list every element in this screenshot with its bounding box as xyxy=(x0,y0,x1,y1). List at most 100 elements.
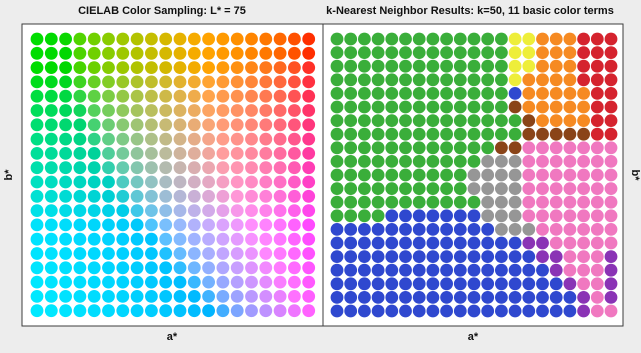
left-dot xyxy=(30,89,44,103)
right-dot xyxy=(440,168,453,182)
left-dot xyxy=(288,32,301,46)
right-dot xyxy=(440,291,453,304)
right-dot xyxy=(399,304,412,318)
left-dot xyxy=(116,232,130,246)
right-dot xyxy=(358,223,371,236)
right-dot xyxy=(371,73,385,87)
left-dot xyxy=(273,75,287,89)
left-dot xyxy=(245,118,258,132)
right-dot xyxy=(344,87,358,100)
left-dot xyxy=(130,161,144,175)
left-dot xyxy=(245,61,258,74)
left-dot xyxy=(202,175,216,189)
left-dot xyxy=(44,104,58,117)
right-dot xyxy=(549,114,563,127)
right-dot xyxy=(563,236,577,250)
left-dot xyxy=(145,46,158,60)
left-dot xyxy=(30,104,44,117)
right-dot xyxy=(358,168,371,182)
left-dot xyxy=(44,89,58,103)
right-dot xyxy=(467,291,481,304)
left-dot xyxy=(230,261,244,275)
right-dot xyxy=(453,277,467,291)
left-dot xyxy=(202,89,216,103)
right-dot xyxy=(330,236,344,250)
left-dot xyxy=(187,275,201,289)
right-dot xyxy=(522,114,536,127)
right-dot xyxy=(330,250,344,263)
right-dot xyxy=(330,100,344,114)
left-dot xyxy=(273,61,287,74)
left-dot xyxy=(102,232,115,246)
right-dot xyxy=(481,223,495,236)
left-dot xyxy=(130,147,144,160)
right-dot xyxy=(536,223,549,236)
right-dot xyxy=(590,114,604,127)
right-dot xyxy=(549,168,563,182)
right-dot xyxy=(344,291,358,304)
right-dot xyxy=(358,87,371,100)
left-dot xyxy=(87,247,101,260)
left-dot xyxy=(230,61,244,74)
right-dot xyxy=(522,182,536,196)
right-dot xyxy=(590,127,604,141)
right-dot xyxy=(549,141,563,155)
left-dot xyxy=(30,189,44,203)
right-dot xyxy=(371,155,385,168)
right-dot xyxy=(590,223,604,236)
left-dot xyxy=(245,275,258,289)
right-dot xyxy=(495,59,508,73)
right-dot xyxy=(385,223,399,236)
right-dot xyxy=(344,304,358,318)
left-dot xyxy=(73,118,87,132)
left-dot xyxy=(230,247,244,260)
left-dot xyxy=(288,132,301,146)
left-dot xyxy=(202,232,216,246)
left-dot xyxy=(102,118,115,132)
left-dot xyxy=(230,175,244,189)
right-dot xyxy=(563,182,577,196)
right-dot xyxy=(536,209,549,223)
right-dot xyxy=(426,168,440,182)
left-dot xyxy=(130,232,144,246)
left-dot xyxy=(73,232,87,246)
right-dot xyxy=(440,250,453,263)
left-dot xyxy=(159,32,173,46)
right-dot xyxy=(453,304,467,318)
right-dot xyxy=(371,195,385,209)
right-dot xyxy=(508,141,522,155)
right-dot xyxy=(453,114,467,127)
left-dot xyxy=(87,304,101,318)
left-dot xyxy=(245,46,258,60)
right-dot xyxy=(399,195,412,209)
right-dot xyxy=(481,114,495,127)
left-dot xyxy=(59,175,72,189)
right-dot xyxy=(508,87,522,100)
right-dot xyxy=(577,277,590,291)
right-dot xyxy=(604,236,618,250)
right-dot xyxy=(440,277,453,291)
right-dot xyxy=(358,32,371,46)
left-dot xyxy=(130,290,144,303)
left-dot xyxy=(73,247,87,260)
left-dot xyxy=(73,46,87,60)
right-dot xyxy=(358,127,371,141)
left-dot xyxy=(273,189,287,203)
right-dot xyxy=(549,127,563,141)
left-dot xyxy=(159,204,173,218)
right-dot xyxy=(358,73,371,87)
right-dot xyxy=(604,100,618,114)
left-dot xyxy=(245,147,258,160)
right-dot xyxy=(330,168,344,182)
right-dot xyxy=(467,141,481,155)
left-dot xyxy=(102,189,115,203)
left-dot xyxy=(173,89,187,103)
right-dot xyxy=(495,100,508,114)
left-dot xyxy=(216,104,230,117)
left-dot xyxy=(288,161,301,175)
right-dot xyxy=(495,209,508,223)
right-dot xyxy=(522,73,536,87)
left-dot xyxy=(87,147,101,160)
right-dot xyxy=(344,46,358,59)
left-dot xyxy=(259,304,273,318)
